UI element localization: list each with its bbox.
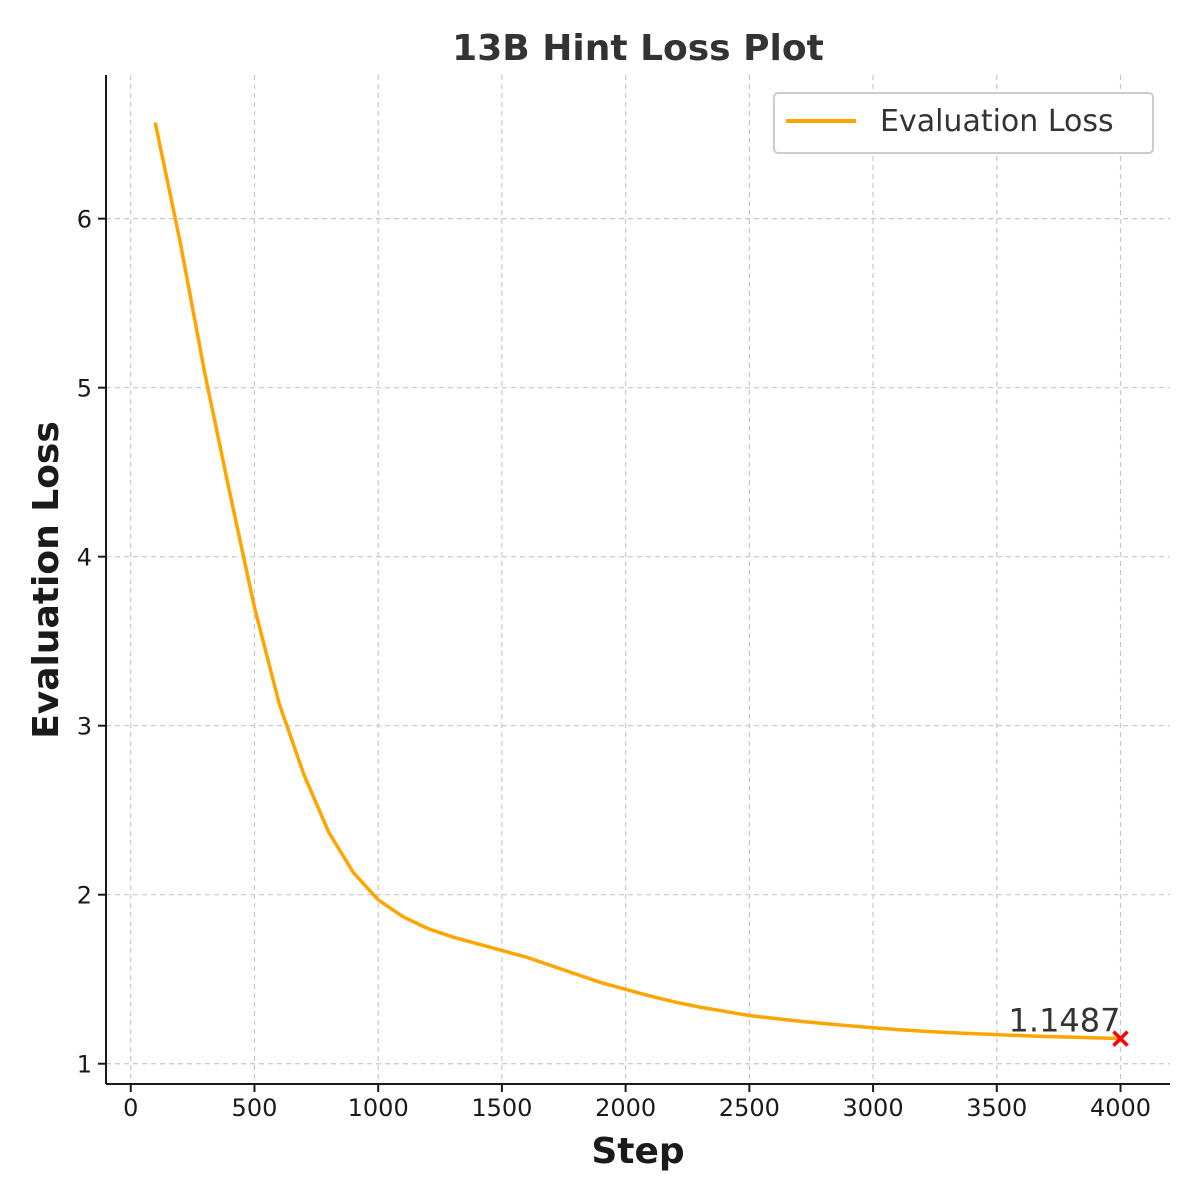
grid: [106, 75, 1170, 1084]
y-tick-label: 5: [77, 375, 92, 403]
series-line-evaluation-loss: [153, 122, 1123, 1041]
x-tick-label: 3000: [843, 1094, 904, 1122]
final-value-annotation: 1.1487: [1009, 1002, 1121, 1040]
legend: Evaluation Loss: [773, 92, 1154, 154]
series-layer: [153, 122, 1123, 1041]
legend-box: [773, 92, 1154, 154]
final-point-marker-stroke-2: [1112, 1030, 1129, 1047]
x-ticks: 0 500 1000 1500 2000 2500 3000 3500 4000: [123, 1084, 1151, 1122]
x-tick-label: 2500: [719, 1094, 780, 1122]
y-tick-label: 1: [77, 1051, 92, 1079]
axes-spines: [105, 75, 1170, 1085]
x-tick-label: 1000: [348, 1094, 409, 1122]
x-tick-label: 2000: [595, 1094, 656, 1122]
x-axis-label: Step: [591, 1131, 684, 1172]
y-tick-label: 3: [77, 713, 92, 741]
chart-title: 13B Hint Loss Plot: [452, 28, 824, 69]
legend-entry-label: Evaluation Loss: [880, 104, 1114, 139]
y-tick-label: 2: [77, 882, 92, 910]
y-tick-label: 6: [77, 206, 92, 234]
x-tick-label: 4000: [1090, 1094, 1151, 1122]
x-tick-label: 1500: [471, 1094, 532, 1122]
x-tick-label: 3500: [966, 1094, 1027, 1122]
y-ticks: 1 2 3 4 5 6: [77, 206, 106, 1079]
y-tick-label: 4: [77, 544, 92, 572]
y-axis-label: Evaluation Loss: [26, 421, 67, 739]
annotations: 1.1487: [1009, 1002, 1129, 1047]
x-tick-label: 500: [232, 1094, 278, 1122]
x-tick-label: 0: [123, 1094, 138, 1122]
